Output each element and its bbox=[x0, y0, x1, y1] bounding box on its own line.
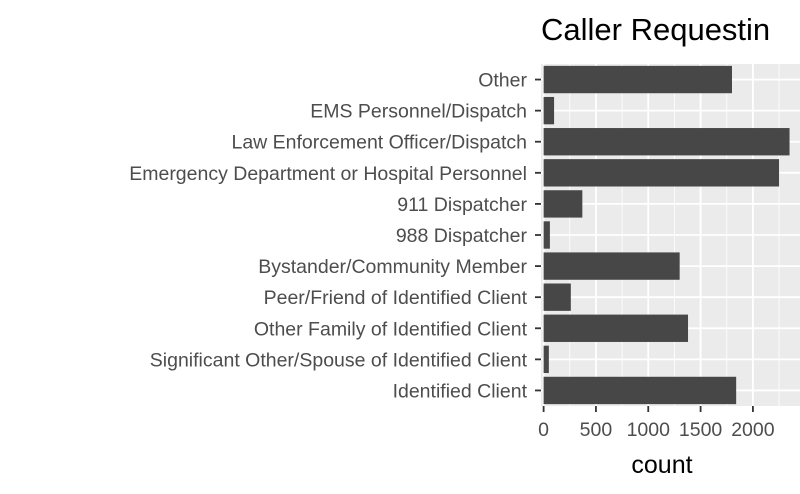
bar bbox=[543, 314, 689, 342]
x-tick-label: 1000 bbox=[627, 419, 671, 441]
bar bbox=[543, 128, 790, 156]
x-tick-label: 1500 bbox=[679, 419, 723, 441]
category-labels: Identified Client Significant Other/Spous… bbox=[129, 70, 541, 402]
bar bbox=[543, 345, 549, 374]
bar bbox=[543, 221, 550, 249]
category-label: Peer/Friend of Identified Client bbox=[264, 287, 528, 309]
category-label: Identified Client bbox=[393, 380, 528, 402]
category-label: Significant Other/Spouse of Identified C… bbox=[150, 349, 528, 371]
category-label: Emergency Department or Hospital Personn… bbox=[129, 163, 527, 185]
category-label: Other bbox=[478, 70, 527, 92]
x-tick-label: 2000 bbox=[731, 419, 775, 441]
category-label: Other Family of Identified Client bbox=[254, 318, 528, 340]
x-axis-title: count bbox=[631, 451, 692, 479]
bar bbox=[543, 283, 571, 311]
bar bbox=[543, 252, 680, 280]
bar bbox=[543, 376, 737, 405]
category-label: 911 Dispatcher bbox=[397, 194, 527, 216]
bars bbox=[543, 65, 790, 405]
x-ticks: 0 500 1000 1500 2000 bbox=[538, 406, 775, 441]
bar bbox=[543, 65, 732, 94]
bar bbox=[543, 96, 555, 125]
category-label: Law Enforcement Officer/Dispatch bbox=[231, 132, 527, 154]
bar bbox=[543, 159, 780, 187]
plot-panel bbox=[541, 64, 800, 406]
chart-title: Caller Requestin bbox=[541, 12, 770, 47]
category-label: 988 Dispatcher bbox=[396, 225, 528, 247]
x-tick-label: 0 bbox=[538, 419, 549, 441]
bar bbox=[543, 190, 583, 218]
category-label: Bystander/Community Member bbox=[258, 256, 527, 278]
x-tick-label: 500 bbox=[580, 419, 613, 441]
category-label: EMS Personnel/Dispatch bbox=[310, 101, 527, 123]
